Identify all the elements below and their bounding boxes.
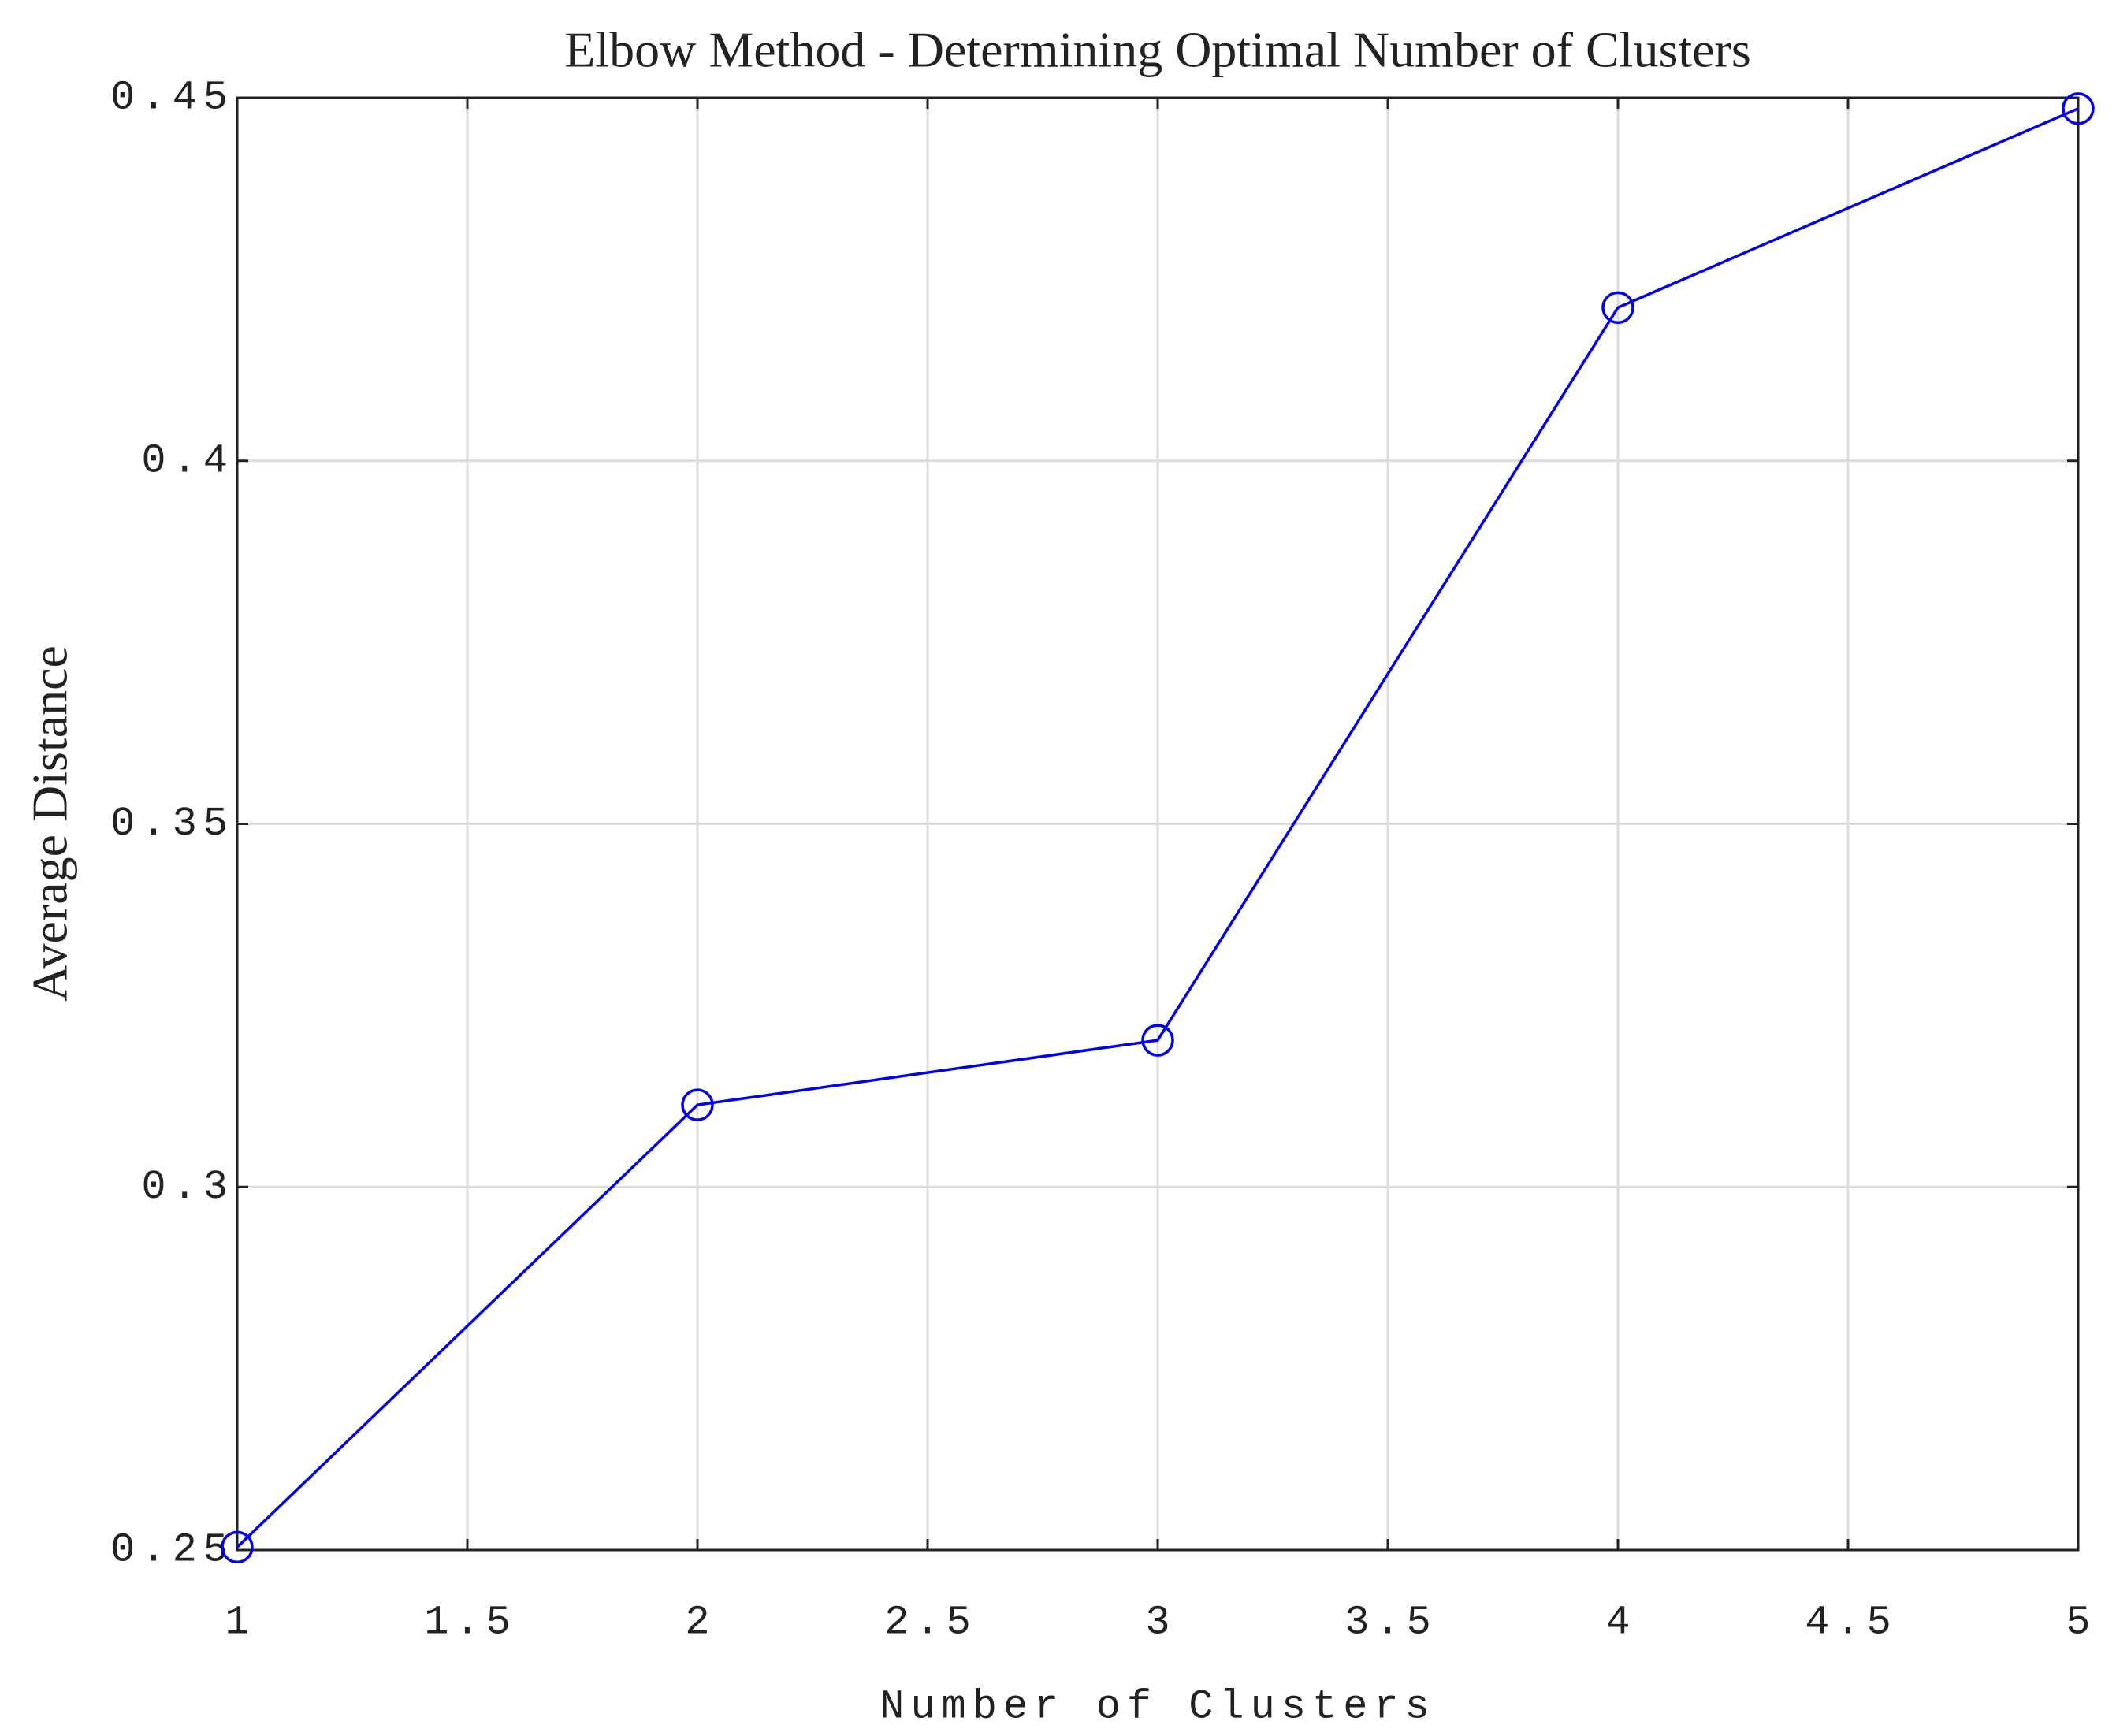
x-axis-label: Number of Clusters [879, 1684, 1436, 1730]
y-tick-label: 0.35 [110, 801, 234, 847]
marker [681, 1088, 714, 1121]
y-tick-label: 0.45 [110, 75, 234, 121]
x-tick-label: 2 [685, 1600, 716, 1646]
y-tick-label: 0.4 [141, 437, 234, 484]
x-tick-label: 3.5 [1344, 1600, 1437, 1646]
y-axis-label: Average Distance [22, 645, 78, 1002]
line [236, 107, 2079, 1548]
y-tick-label: 0.25 [110, 1527, 234, 1574]
x-tick-label: 1 [225, 1600, 255, 1646]
marker [1141, 1024, 1174, 1057]
x-tick-label: 5 [2066, 1600, 2096, 1646]
x-tick-label: 2.5 [884, 1600, 977, 1646]
marker [2062, 92, 2095, 125]
x-tick-label: 1.5 [424, 1600, 517, 1646]
chart-title: Elbow Method - Determining Optimal Numbe… [564, 22, 1751, 78]
marker [221, 1530, 254, 1564]
x-tick-label: 4.5 [1805, 1600, 1898, 1646]
marker [1601, 291, 1634, 325]
x-tick-label: 3 [1145, 1600, 1176, 1646]
plot-frame [236, 96, 2080, 1552]
x-tick-label: 4 [1605, 1600, 1636, 1646]
y-tick-label: 0.3 [141, 1164, 234, 1210]
